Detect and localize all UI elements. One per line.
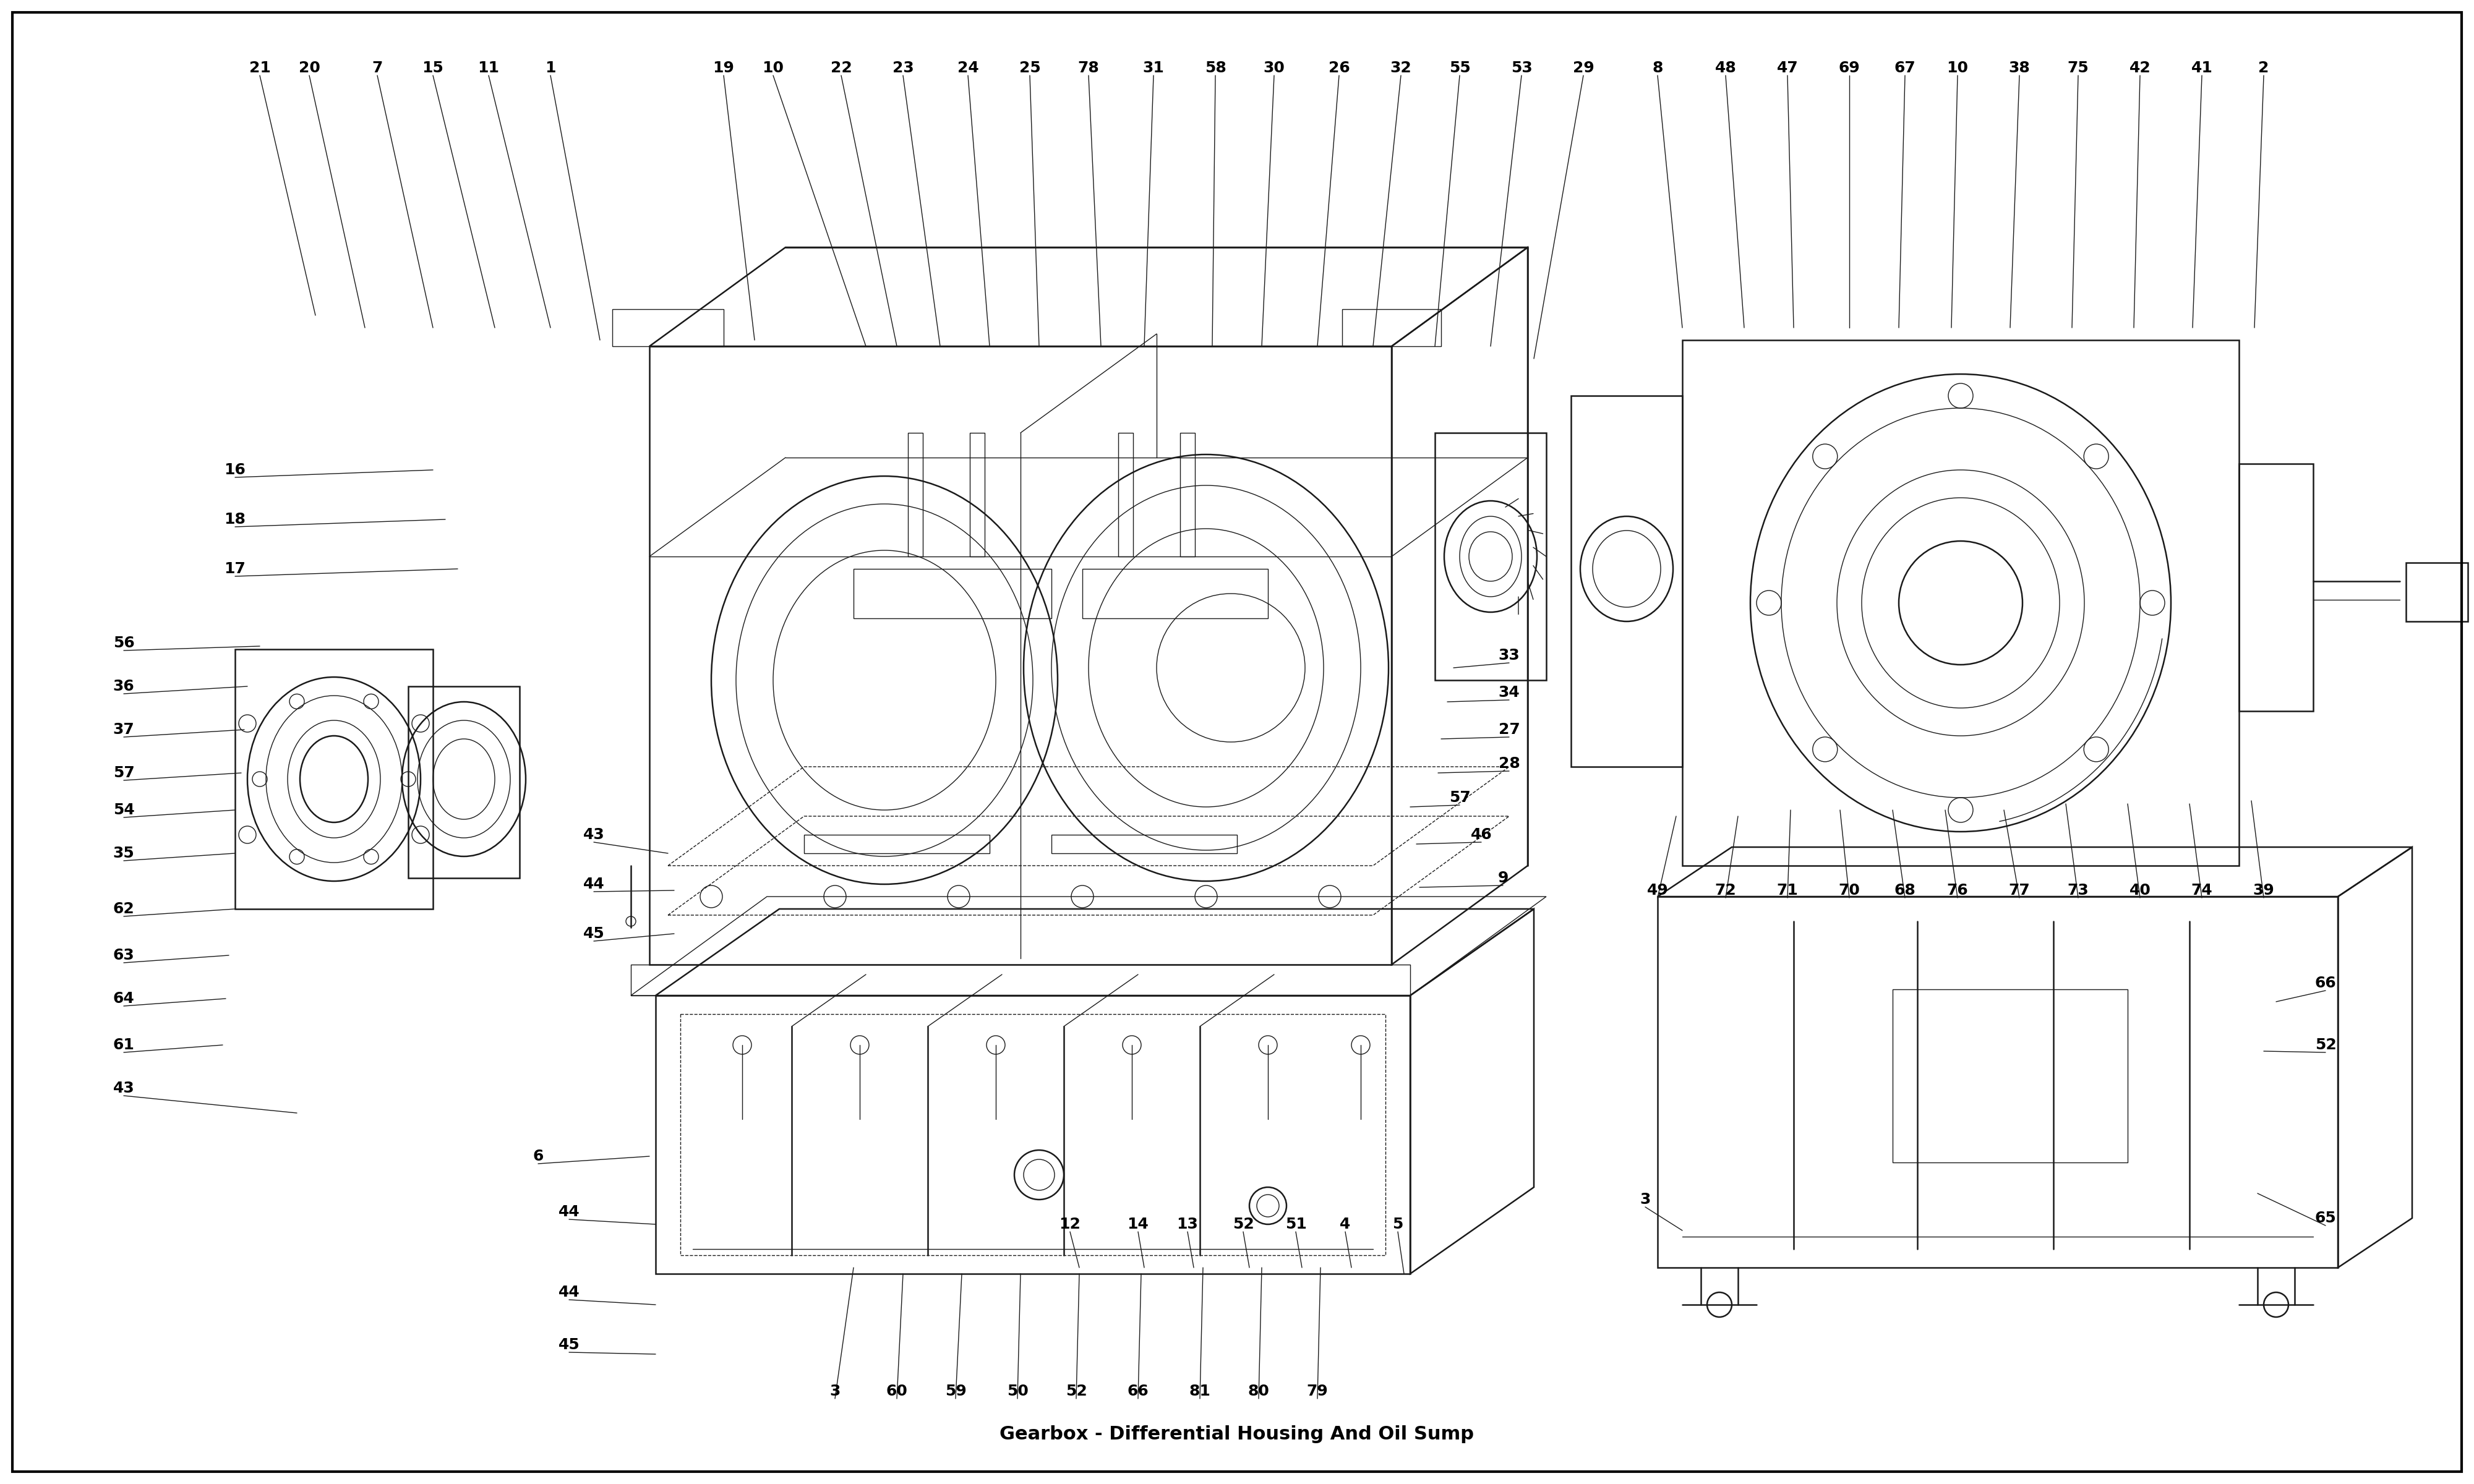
Text: 26: 26 (1329, 61, 1351, 76)
Text: 45: 45 (584, 926, 604, 941)
Bar (970, 433, 985, 556)
Text: 16: 16 (225, 463, 245, 478)
Text: 20: 20 (299, 61, 319, 76)
Text: 48: 48 (1714, 61, 1737, 76)
Text: 71: 71 (1776, 883, 1799, 898)
Text: 52: 52 (2316, 1037, 2335, 1052)
Text: 65: 65 (2316, 1211, 2335, 1226)
Text: 81: 81 (1190, 1383, 1210, 1398)
Text: 78: 78 (1079, 61, 1098, 76)
Text: 66: 66 (1128, 1383, 1148, 1398)
Text: 43: 43 (114, 1080, 134, 1095)
Text: 57: 57 (1450, 789, 1470, 804)
Text: 51: 51 (1284, 1217, 1306, 1232)
Text: 44: 44 (584, 877, 604, 892)
Text: 45: 45 (559, 1337, 579, 1352)
Text: 42: 42 (2130, 61, 2150, 76)
Text: 59: 59 (945, 1383, 967, 1398)
Text: 13: 13 (1178, 1217, 1197, 1232)
Text: 32: 32 (1390, 61, 1413, 76)
Text: 15: 15 (423, 61, 443, 76)
Text: 77: 77 (2009, 883, 2031, 898)
Text: 1: 1 (544, 61, 557, 76)
Text: 75: 75 (2068, 61, 2088, 76)
Bar (1118, 433, 1133, 556)
Text: 37: 37 (114, 723, 134, 738)
Text: 50: 50 (1007, 1383, 1029, 1398)
Text: 28: 28 (1499, 757, 1519, 772)
Text: 8: 8 (1653, 61, 1663, 76)
Text: 68: 68 (1895, 883, 1915, 898)
Text: 6: 6 (532, 1149, 544, 1163)
Text: 73: 73 (2068, 883, 2088, 898)
Text: 63: 63 (114, 948, 134, 963)
Text: 34: 34 (1499, 686, 1519, 700)
Text: 14: 14 (1128, 1217, 1148, 1232)
Text: 30: 30 (1264, 61, 1284, 76)
Text: 61: 61 (114, 1037, 134, 1052)
Text: 9: 9 (1497, 871, 1509, 886)
Text: 44: 44 (559, 1205, 579, 1220)
Text: 54: 54 (114, 803, 134, 818)
Bar (1180, 433, 1195, 556)
Text: 43: 43 (584, 828, 604, 841)
Text: 72: 72 (1714, 883, 1737, 898)
Text: 53: 53 (1512, 61, 1531, 76)
Text: 79: 79 (1306, 1383, 1329, 1398)
Text: 47: 47 (1776, 61, 1799, 76)
Text: 7: 7 (371, 61, 383, 76)
Text: 62: 62 (114, 901, 134, 916)
Text: 25: 25 (1019, 61, 1042, 76)
Text: 64: 64 (114, 991, 134, 1006)
Text: 52: 52 (1232, 1217, 1254, 1232)
Text: 10: 10 (762, 61, 784, 76)
Text: 27: 27 (1499, 723, 1519, 738)
Bar (908, 433, 923, 556)
Text: 18: 18 (225, 512, 245, 527)
Text: 67: 67 (1895, 61, 1915, 76)
Text: 56: 56 (114, 635, 134, 650)
Text: 41: 41 (2192, 61, 2212, 76)
Text: Gearbox - Differential Housing And Oil Sump: Gearbox - Differential Housing And Oil S… (999, 1426, 1475, 1444)
Text: 3: 3 (1640, 1192, 1650, 1206)
Text: 3: 3 (829, 1383, 841, 1398)
Text: 60: 60 (886, 1383, 908, 1398)
Text: 22: 22 (831, 61, 851, 76)
Text: 70: 70 (1838, 883, 1860, 898)
Text: 74: 74 (2192, 883, 2212, 898)
Text: 80: 80 (1247, 1383, 1269, 1398)
Text: 5: 5 (1393, 1217, 1403, 1232)
Text: 21: 21 (250, 61, 270, 76)
Text: 4: 4 (1341, 1217, 1351, 1232)
Text: 10: 10 (1947, 61, 1969, 76)
Text: 39: 39 (2254, 883, 2274, 898)
Text: 52: 52 (1066, 1383, 1086, 1398)
Text: 76: 76 (1947, 883, 1969, 898)
Text: 33: 33 (1499, 649, 1519, 663)
Text: 23: 23 (893, 61, 913, 76)
Text: 57: 57 (114, 766, 134, 781)
Text: 49: 49 (1648, 883, 1667, 898)
Text: 17: 17 (225, 561, 245, 576)
Text: 46: 46 (1470, 828, 1492, 841)
Text: 55: 55 (1450, 61, 1470, 76)
Text: 44: 44 (559, 1285, 579, 1300)
Text: 29: 29 (1573, 61, 1593, 76)
Bar (1893, 990, 2128, 1162)
Text: 11: 11 (477, 61, 500, 76)
Text: 58: 58 (1205, 61, 1227, 76)
Text: 69: 69 (1838, 61, 1860, 76)
Text: 38: 38 (2009, 61, 2031, 76)
Text: 40: 40 (2130, 883, 2150, 898)
Text: 36: 36 (114, 680, 134, 693)
Text: 24: 24 (957, 61, 980, 76)
Text: 31: 31 (1143, 61, 1165, 76)
Text: 19: 19 (713, 61, 735, 76)
Text: 35: 35 (114, 846, 134, 861)
Text: 2: 2 (2259, 61, 2269, 76)
Text: 12: 12 (1059, 1217, 1081, 1232)
Bar (680, 1014, 1385, 1255)
Text: 66: 66 (2316, 976, 2335, 991)
